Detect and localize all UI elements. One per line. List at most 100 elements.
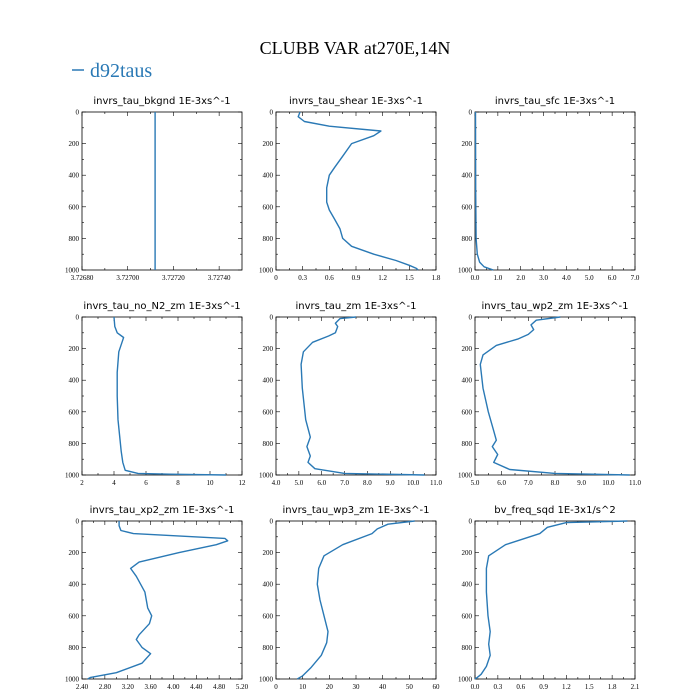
y-tick-label: 800	[462, 235, 473, 243]
y-tick-label: 600	[69, 203, 80, 211]
panel-8: invrs_tau_wp3_zm 1E-3xs^-1 0 200 400 600 800 1…	[259, 505, 440, 691]
y-tick-label: 600	[263, 612, 274, 620]
series-line	[113, 316, 227, 476]
panel-5: invrs_tau_zm 1E-3xs^-1 0 200 400 600 800 10004…	[259, 301, 442, 487]
x-tick-label: 0.9	[539, 683, 548, 691]
y-tick-label: 200	[263, 549, 274, 557]
y-tick-label: 400	[462, 581, 473, 589]
x-tick-label: 0.0	[471, 274, 480, 282]
legend: d92taus	[72, 60, 152, 82]
y-tick-label: 600	[69, 612, 80, 620]
x-tick-label: 3.0	[539, 274, 548, 282]
x-tick-label: 4.40	[190, 683, 203, 691]
y-tick-label: 800	[462, 440, 473, 448]
series-line	[87, 521, 229, 680]
x-tick-label: 7.0	[524, 479, 533, 487]
panel-2: invrs_tau_shear 1E-3xs^-1 0 200 400 600 800 10…	[259, 96, 441, 282]
series-line	[474, 520, 628, 680]
x-tick-label: 1.8	[432, 274, 441, 282]
x-tick-label: 3.72740	[208, 274, 231, 282]
x-tick-label: 3.72680	[71, 274, 94, 282]
plot-frame	[275, 111, 437, 271]
y-tick-label: 600	[462, 612, 473, 620]
y-tick-label: 1000	[458, 676, 473, 684]
plot-frame	[474, 520, 636, 680]
y-tick-label: 800	[69, 644, 80, 652]
x-tick-label: 8	[176, 479, 180, 487]
y-tick-label: 400	[69, 172, 80, 180]
plot-frame	[275, 316, 437, 476]
legend-label: d92taus	[90, 60, 152, 82]
y-tick-label: 0	[76, 518, 80, 526]
x-tick-label: 6.0	[497, 479, 506, 487]
panel-title: invrs_tau_xp2_zm 1E-3xs^-1	[90, 505, 235, 516]
x-tick-label: 1.2	[562, 683, 571, 691]
y-tick-label: 0	[76, 109, 80, 117]
y-tick-label: 1000	[458, 267, 473, 275]
x-tick-label: 10.0	[407, 479, 420, 487]
y-tick-label: 400	[263, 172, 274, 180]
x-tick-label: 5.0	[471, 479, 480, 487]
panel-4: invrs_tau_no_N2_zm 1E-3xs^-10 200 400 600 80…	[65, 301, 246, 487]
panels: invrs_tau_bkgnd 1E-3xs^-1020040060080010…	[65, 96, 641, 691]
panel-6: invrs_tau_wp2_zm 1E-3xs^-1 0 200 400 600 800 1…	[458, 301, 641, 487]
x-tick-label: 1.5	[585, 683, 594, 691]
y-tick-label: 200	[69, 345, 80, 353]
x-tick-label: 4	[112, 479, 116, 487]
x-tick-label: 0.3	[298, 274, 307, 282]
x-tick-label: 0	[274, 683, 278, 691]
x-tick-label: 50	[406, 683, 414, 691]
y-tick-label: 0	[469, 109, 473, 117]
y-tick-label: 600	[462, 408, 473, 416]
panel-title: bv_freq_sqd 1E-3x1/s^2	[494, 505, 616, 516]
x-tick-label: 11.0	[629, 479, 641, 487]
panel-9: bv_freq_sqd 1E-3x1/s^2020040060080010000…	[458, 505, 640, 691]
series-line	[300, 316, 425, 476]
x-tick-label: 7.0	[631, 274, 640, 282]
x-tick-label: 3.72720	[162, 274, 185, 282]
x-tick-label: 7.0	[340, 479, 349, 487]
y-tick-label: 0	[270, 314, 274, 322]
panel-7: invrs_tau_xp2_zm 1E-3xs^-1 0 200 400 600 800 1…	[65, 505, 249, 691]
x-tick-label: 3.72700	[116, 274, 139, 282]
y-tick-label: 1000	[259, 472, 274, 480]
x-tick-label: 3.60	[144, 683, 157, 691]
panel-title: invrs_tau_wp3_zm 1E-3xs^-1	[283, 505, 430, 516]
x-tick-label: 5.0	[585, 274, 594, 282]
plot-frame	[81, 316, 243, 476]
panel-title: invrs_tau_wp2_zm 1E-3xs^-1	[482, 301, 629, 312]
plot-frame	[81, 111, 243, 271]
x-tick-label: 4.0	[562, 274, 571, 282]
series-line	[296, 520, 415, 680]
x-tick-label: 8.0	[551, 479, 560, 487]
x-tick-label: 6.0	[317, 479, 326, 487]
panel-3: invrs_tau_sfc 1E-3xs^-1 0 200 400 600 800 1000…	[458, 96, 640, 282]
panel-title: invrs_tau_sfc 1E-3xs^-1	[495, 96, 615, 107]
x-tick-label: 11.0	[430, 479, 442, 487]
x-tick-label: 1.0	[493, 274, 502, 282]
y-tick-label: 200	[69, 549, 80, 557]
series-line	[297, 111, 419, 271]
y-tick-label: 0	[76, 314, 80, 322]
y-tick-label: 1000	[259, 676, 274, 684]
panel-1: invrs_tau_bkgnd 1E-3xs^-1 0 200 400 600 800 10…	[65, 96, 243, 282]
y-tick-label: 400	[263, 581, 274, 589]
y-tick-label: 800	[69, 235, 80, 243]
x-tick-label: 20	[326, 683, 334, 691]
x-tick-label: 60	[433, 683, 441, 691]
y-tick-label: 200	[263, 345, 274, 353]
panel-title: invrs_tau_no_N2_zm 1E-3xs^-1	[83, 301, 240, 312]
x-tick-label: 30	[353, 683, 361, 691]
x-tick-label: 8.0	[363, 479, 372, 487]
y-tick-label: 400	[462, 172, 473, 180]
x-tick-label: 1.5	[405, 274, 414, 282]
y-tick-label: 200	[69, 140, 80, 148]
y-tick-label: 1000	[458, 472, 473, 480]
y-tick-label: 800	[263, 644, 274, 652]
x-tick-label: 0.6	[325, 274, 334, 282]
y-tick-label: 0	[469, 314, 473, 322]
y-tick-label: 600	[263, 408, 274, 416]
y-tick-label: 600	[69, 408, 80, 416]
x-tick-label: 5.0	[294, 479, 303, 487]
